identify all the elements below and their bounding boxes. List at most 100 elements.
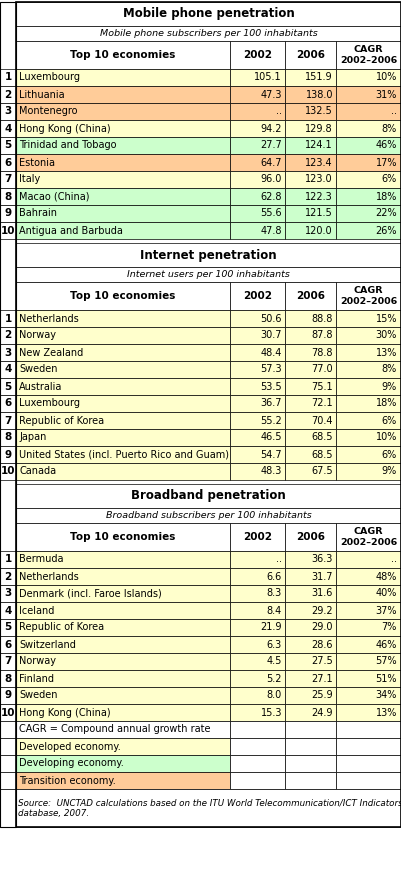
- Bar: [0, 429, 16, 446]
- Bar: [16, 188, 230, 205]
- Bar: [16, 636, 230, 653]
- Text: 36.7: 36.7: [261, 399, 282, 408]
- Text: Trinidad and Tobago: Trinidad and Tobago: [19, 140, 117, 151]
- Text: 47.8: 47.8: [261, 226, 282, 235]
- Text: Broadband penetration: Broadband penetration: [131, 489, 286, 502]
- Text: 138.0: 138.0: [306, 90, 333, 99]
- Bar: [0, 551, 16, 568]
- Bar: [0, 755, 16, 772]
- Text: 48.3: 48.3: [261, 467, 282, 476]
- Bar: [285, 282, 336, 310]
- Text: ..: ..: [391, 555, 397, 564]
- Bar: [0, 222, 16, 239]
- Bar: [16, 154, 230, 171]
- Text: 121.5: 121.5: [305, 208, 333, 219]
- Text: 27.5: 27.5: [311, 657, 333, 666]
- Text: 21.9: 21.9: [261, 623, 282, 632]
- Bar: [285, 327, 336, 344]
- Bar: [336, 171, 401, 188]
- Bar: [16, 429, 230, 446]
- Text: 13%: 13%: [376, 707, 397, 718]
- Bar: [0, 636, 16, 653]
- Text: 27.1: 27.1: [311, 673, 333, 684]
- Text: CAGR
2002–2006: CAGR 2002–2006: [340, 286, 397, 306]
- Text: 123.0: 123.0: [306, 174, 333, 185]
- Text: Luxembourg: Luxembourg: [19, 72, 80, 83]
- Text: Bahrain: Bahrain: [19, 208, 57, 219]
- Bar: [336, 205, 401, 222]
- Text: 4: 4: [4, 605, 12, 616]
- Text: 50.6: 50.6: [261, 314, 282, 324]
- Text: 7: 7: [4, 657, 12, 666]
- Bar: [230, 687, 285, 704]
- Text: Internet penetration: Internet penetration: [140, 249, 277, 262]
- Bar: [285, 222, 336, 239]
- Bar: [230, 568, 285, 585]
- Bar: [16, 378, 230, 395]
- Bar: [230, 721, 285, 738]
- Text: Luxembourg: Luxembourg: [19, 399, 80, 408]
- Bar: [16, 395, 230, 412]
- Text: Broadband subscribers per 100 inhabitants: Broadband subscribers per 100 inhabitant…: [105, 511, 311, 520]
- Text: 27.7: 27.7: [260, 140, 282, 151]
- Bar: [230, 585, 285, 602]
- Bar: [0, 361, 16, 378]
- Bar: [230, 636, 285, 653]
- Bar: [0, 86, 16, 103]
- Bar: [0, 310, 16, 327]
- Text: Sweden: Sweden: [19, 691, 57, 700]
- Bar: [230, 69, 285, 86]
- Text: 5: 5: [4, 140, 12, 151]
- Text: 7: 7: [4, 174, 12, 185]
- Bar: [16, 704, 230, 721]
- Text: CAGR
2002–2006: CAGR 2002–2006: [340, 528, 397, 547]
- Bar: [285, 523, 336, 551]
- Bar: [16, 222, 230, 239]
- Bar: [336, 282, 401, 310]
- Text: 18%: 18%: [376, 192, 397, 201]
- Text: Top 10 economies: Top 10 economies: [70, 50, 176, 60]
- Bar: [230, 310, 285, 327]
- Bar: [285, 310, 336, 327]
- Text: 8.4: 8.4: [267, 605, 282, 616]
- Text: Mobile phone subscribers per 100 inhabitants: Mobile phone subscribers per 100 inhabit…: [99, 29, 317, 38]
- Text: Italy: Italy: [19, 174, 40, 185]
- Bar: [16, 137, 230, 154]
- Text: 48%: 48%: [376, 571, 397, 582]
- Text: 3: 3: [4, 348, 12, 358]
- Text: 47.3: 47.3: [261, 90, 282, 99]
- Bar: [0, 446, 16, 463]
- Bar: [336, 755, 401, 772]
- Bar: [285, 344, 336, 361]
- Bar: [285, 361, 336, 378]
- Bar: [0, 585, 16, 602]
- Bar: [285, 636, 336, 653]
- Text: 9: 9: [4, 691, 12, 700]
- Bar: [16, 484, 401, 508]
- Text: 94.2: 94.2: [261, 124, 282, 133]
- Text: 46%: 46%: [376, 140, 397, 151]
- Bar: [230, 205, 285, 222]
- Bar: [336, 687, 401, 704]
- Bar: [336, 395, 401, 412]
- Bar: [336, 568, 401, 585]
- Bar: [336, 154, 401, 171]
- Bar: [16, 653, 230, 670]
- Bar: [336, 463, 401, 480]
- Bar: [285, 653, 336, 670]
- Bar: [336, 429, 401, 446]
- Text: Mobile phone penetration: Mobile phone penetration: [123, 8, 294, 21]
- Text: 54.7: 54.7: [260, 449, 282, 460]
- Text: 129.8: 129.8: [306, 124, 333, 133]
- Bar: [336, 653, 401, 670]
- Text: 122.3: 122.3: [305, 192, 333, 201]
- Bar: [285, 120, 336, 137]
- Text: 34%: 34%: [376, 691, 397, 700]
- Bar: [285, 619, 336, 636]
- Text: Developing economy.: Developing economy.: [19, 759, 124, 768]
- Bar: [285, 704, 336, 721]
- Bar: [16, 282, 230, 310]
- Bar: [336, 41, 401, 69]
- Bar: [0, 344, 16, 361]
- Text: Australia: Australia: [19, 382, 63, 392]
